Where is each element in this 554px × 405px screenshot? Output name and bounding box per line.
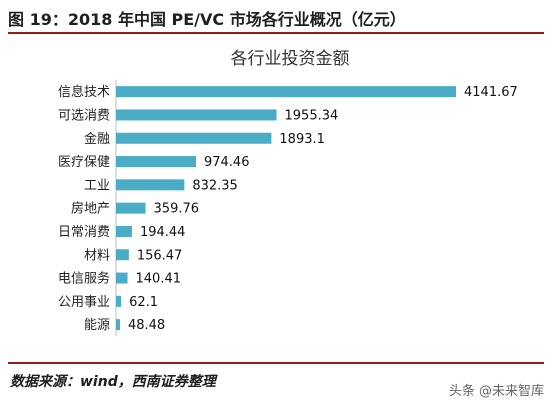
category-label: 公用事业 [58, 295, 110, 310]
value-label: 4141.67 [464, 85, 518, 100]
value-label: 156.47 [137, 248, 183, 263]
bar [116, 86, 456, 98]
bar-chart: 各行业投资金额 信息技术 4141.67 可选消费 1955.34 金融 1893.1 医疗… [58, 49, 518, 336]
value-label: 1893.1 [279, 132, 325, 147]
bar [116, 225, 132, 237]
value-label: 48.48 [128, 318, 165, 333]
title-divider [8, 32, 544, 34]
category-label: 房地产 [71, 201, 110, 217]
bar [116, 202, 146, 214]
category-label: 信息技术 [58, 84, 110, 100]
bar [116, 249, 129, 261]
category-label: 可选消费 [58, 108, 110, 123]
category-label: 电信服务 [58, 271, 110, 287]
footer-divider [8, 362, 544, 364]
figure-title: 图 19：2018 年中国 PE/VC 市场各行业概况（亿元） [8, 10, 406, 29]
watermark: 头条 @未来智库 [448, 384, 544, 399]
bar [116, 295, 122, 307]
bar [116, 156, 196, 168]
value-label: 194.44 [140, 225, 186, 240]
category-label: 日常消费 [58, 225, 110, 240]
bar [116, 319, 120, 331]
value-label: 140.41 [136, 272, 182, 287]
bar [116, 132, 272, 144]
value-label: 359.76 [154, 202, 200, 217]
bar [116, 272, 128, 284]
bar [116, 179, 185, 191]
bar [116, 109, 277, 121]
category-label: 工业 [84, 178, 110, 193]
chart-title: 各行业投资金额 [231, 49, 350, 69]
value-label: 1955.34 [285, 108, 339, 123]
value-label: 974.46 [204, 155, 250, 170]
value-label: 832.35 [192, 178, 238, 193]
category-label: 能源 [84, 318, 110, 333]
value-label: 62.1 [129, 295, 158, 310]
category-label: 金融 [84, 131, 110, 147]
category-label: 材料 [84, 248, 110, 263]
source-note: 数据来源：wind，西南证券整理 [10, 374, 216, 390]
category-label: 医疗保健 [58, 155, 110, 170]
